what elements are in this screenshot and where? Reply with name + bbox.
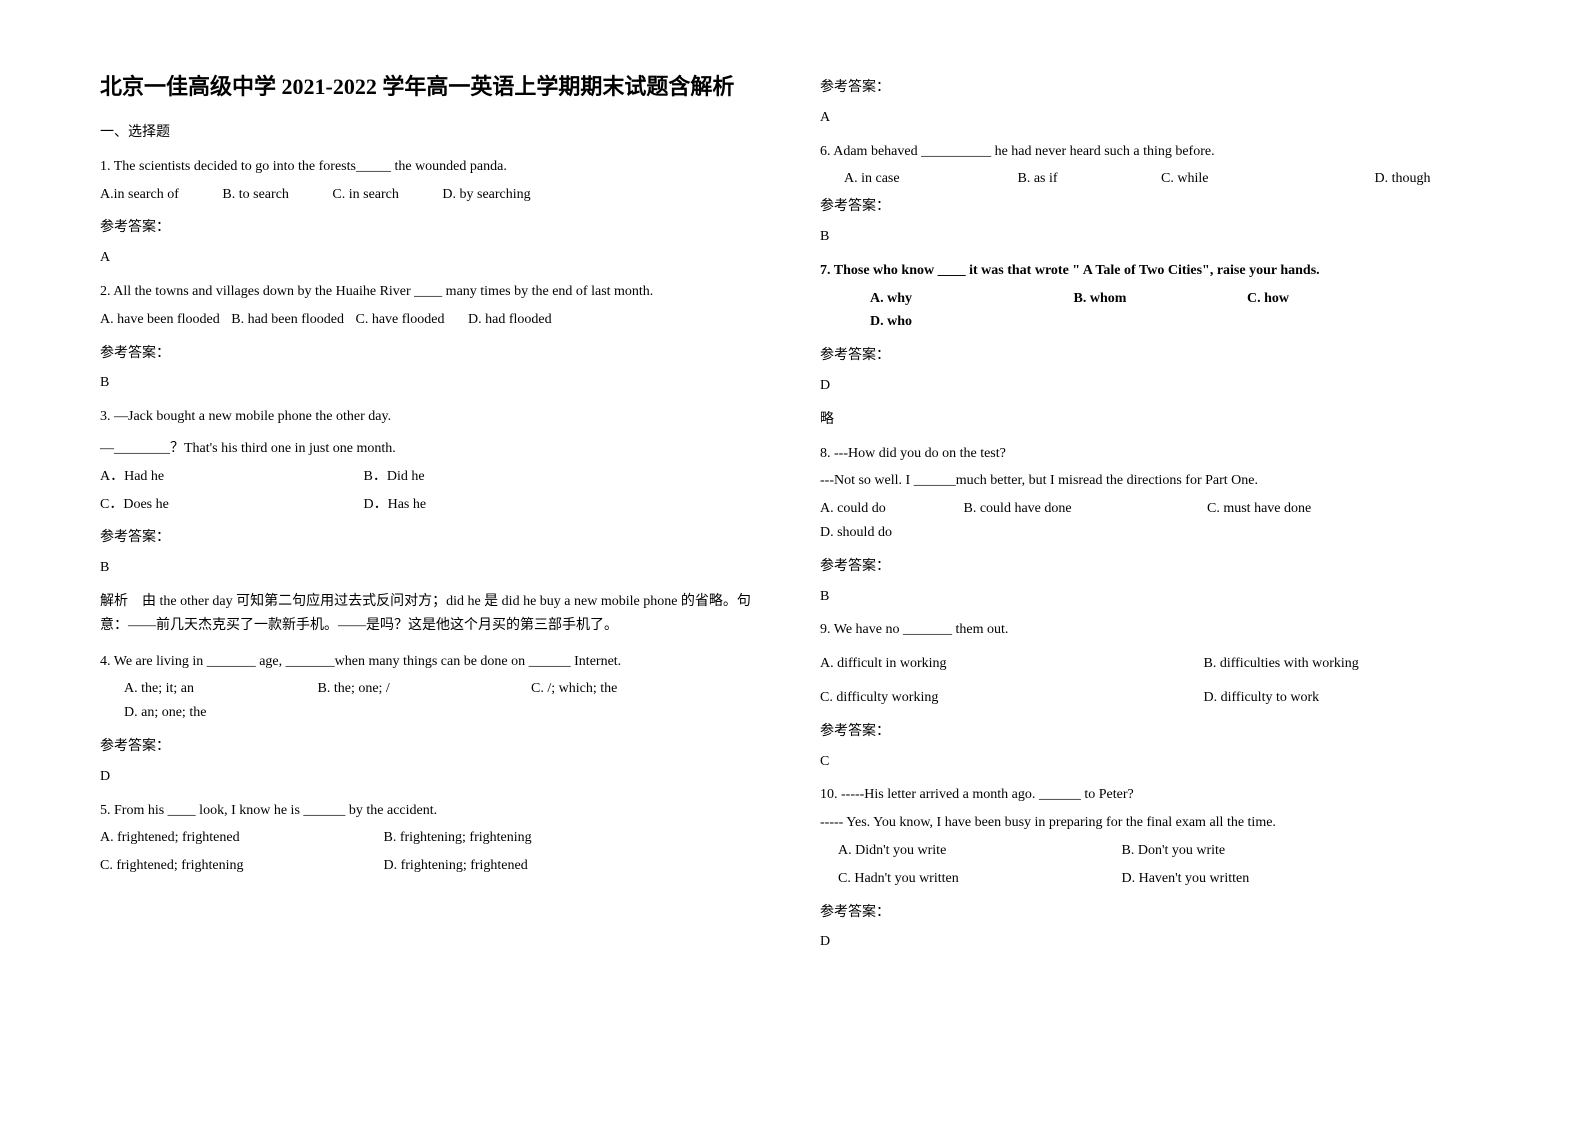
q1-stem: 1. The scientists decided to go into the… <box>100 155 760 179</box>
q2-opt-d: D. had flooded <box>468 308 552 332</box>
q2-options: A. have been flooded B. had been flooded… <box>100 308 760 332</box>
q8-options: A. could do B. could have done C. must h… <box>820 497 1480 545</box>
q4-opt-d: D. an; one; the <box>124 701 206 725</box>
q5-opt-d: D. frightening; frightened <box>384 854 528 878</box>
q3-opt-a: A．Had he <box>100 465 320 489</box>
q3-explanation: 解析 由 the other day 可知第二句应用过去式反问对方；did he… <box>100 590 760 638</box>
q4-opt-a: A. the; it; an <box>124 677 274 701</box>
q8-line1: 8. ---How did you do on the test? <box>820 442 1480 466</box>
q7-opt-b: B. whom <box>1074 287 1204 311</box>
q6-opt-b: B. as if <box>1018 167 1118 191</box>
q8-opt-b: B. could have done <box>964 497 1164 521</box>
q7-omit: 略 <box>820 408 1480 432</box>
q8-opt-d: D. should do <box>820 521 892 545</box>
answer-label: 参考答案： <box>820 555 1480 579</box>
q10-options-row1: A. Didn't you write B. Don't you write <box>820 839 1480 863</box>
q7-answer: D <box>820 374 1480 398</box>
q3-line2: —________？That's his third one in just o… <box>100 437 760 461</box>
answer-label: 参考答案： <box>820 76 1480 100</box>
document-title: 北京一佳高级中学 2021-2022 学年高一英语上学期期末试题含解析 <box>100 70 760 103</box>
q1-opt-d: D. by searching <box>442 183 530 207</box>
q5-options-row1: A. frightened; frightened B. frightening… <box>100 826 760 850</box>
q9-opt-d: D. difficulty to work <box>1204 686 1320 710</box>
q8-opt-c: C. must have done <box>1207 497 1347 521</box>
page-container: 北京一佳高级中学 2021-2022 学年高一英语上学期期末试题含解析 一、选择… <box>0 0 1587 1004</box>
q5-stem: 5. From his ____ look, I know he is ____… <box>100 799 760 823</box>
q6-options: A. in case B. as if C. while D. though <box>820 167 1480 191</box>
q9-opt-b: B. difficulties with working <box>1204 652 1359 676</box>
q7-opt-d: D. who <box>870 310 912 334</box>
q6-opt-d: D. though <box>1375 167 1431 191</box>
q3-line1: 3. —Jack bought a new mobile phone the o… <box>100 405 760 429</box>
answer-label: 参考答案： <box>820 344 1480 368</box>
q5-opt-b: B. frightening; frightening <box>384 826 532 850</box>
answer-label: 参考答案： <box>100 735 760 759</box>
right-column: 参考答案： A 6. Adam behaved __________ he ha… <box>820 70 1480 964</box>
q2-stem: 2. All the towns and villages down by th… <box>100 280 760 304</box>
section-heading: 一、选择题 <box>100 121 760 145</box>
q4-opt-c: C. /; which; the <box>531 677 681 701</box>
q2-opt-c: C. have flooded <box>355 308 444 332</box>
answer-label: 参考答案： <box>100 342 760 366</box>
q4-opt-b: B. the; one; / <box>318 677 488 701</box>
q5-answer: A <box>820 106 1480 130</box>
q9-opt-c: C. difficulty working <box>820 686 1160 710</box>
q10-opt-d: D. Haven't you written <box>1122 867 1250 891</box>
q10-answer: D <box>820 930 1480 954</box>
q9-stem: 9. We have no _______ them out. <box>820 618 1480 642</box>
q7-opt-a: A. why <box>870 287 1030 311</box>
q9-options-row2: C. difficulty working D. difficulty to w… <box>820 686 1480 710</box>
q1-options: A.in search of B. to search C. in search… <box>100 183 760 207</box>
q10-opt-a: A. Didn't you write <box>838 839 1078 863</box>
q8-answer: B <box>820 585 1480 609</box>
q1-opt-c: C. in search <box>332 183 398 207</box>
q1-opt-a: A.in search of <box>100 183 179 207</box>
q2-opt-b: B. had been flooded <box>231 308 344 332</box>
q3-options-row2: C．Does he D．Has he <box>100 493 760 517</box>
answer-label: 参考答案： <box>100 216 760 240</box>
q5-opt-a: A. frightened; frightened <box>100 826 340 850</box>
q2-opt-a: A. have been flooded <box>100 308 220 332</box>
q10-opt-c: C. Hadn't you written <box>838 867 1078 891</box>
q9-options-row1: A. difficult in working B. difficulties … <box>820 652 1480 676</box>
q5-options-row2: C. frightened; frightening D. frightenin… <box>100 854 760 878</box>
q8-line2: ---Not so well. I ______much better, but… <box>820 469 1480 493</box>
q3-opt-b: B．Did he <box>364 465 425 489</box>
q3-answer: B <box>100 556 760 580</box>
q1-opt-b: B. to search <box>222 183 288 207</box>
q10-line2: ----- Yes. You know, I have been busy in… <box>820 811 1480 835</box>
answer-label: 参考答案： <box>820 195 1480 219</box>
q10-line1: 10. -----His letter arrived a month ago.… <box>820 783 1480 807</box>
q9-answer: C <box>820 750 1480 774</box>
q5-opt-c: C. frightened; frightening <box>100 854 340 878</box>
q8-opt-a: A. could do <box>820 497 920 521</box>
q7-options: A. why B. whom C. how D. who <box>820 287 1480 335</box>
answer-label: 参考答案： <box>100 526 760 550</box>
q3-options-row1: A．Had he B．Did he <box>100 465 760 489</box>
q4-stem: 4. We are living in _______ age, _______… <box>100 650 760 674</box>
q6-answer: B <box>820 225 1480 249</box>
q10-opt-b: B. Don't you write <box>1122 839 1226 863</box>
q3-opt-c: C．Does he <box>100 493 320 517</box>
q4-answer: D <box>100 765 760 789</box>
answer-label: 参考答案： <box>820 720 1480 744</box>
q10-options-row2: C. Hadn't you written D. Haven't you wri… <box>820 867 1480 891</box>
q2-answer: B <box>100 371 760 395</box>
q9-opt-a: A. difficult in working <box>820 652 1160 676</box>
q6-stem: 6. Adam behaved __________ he had never … <box>820 140 1480 164</box>
q6-opt-a: A. in case <box>844 167 974 191</box>
answer-label: 参考答案： <box>820 901 1480 925</box>
q7-opt-c: C. how <box>1247 287 1387 311</box>
q1-answer: A <box>100 246 760 270</box>
q7-stem: 7. Those who know ____ it was that wrote… <box>820 259 1480 283</box>
q3-opt-d: D．Has he <box>364 493 427 517</box>
q6-opt-c: C. while <box>1161 167 1331 191</box>
left-column: 北京一佳高级中学 2021-2022 学年高一英语上学期期末试题含解析 一、选择… <box>100 70 760 964</box>
q4-options: A. the; it; an B. the; one; / C. /; whic… <box>100 677 760 725</box>
